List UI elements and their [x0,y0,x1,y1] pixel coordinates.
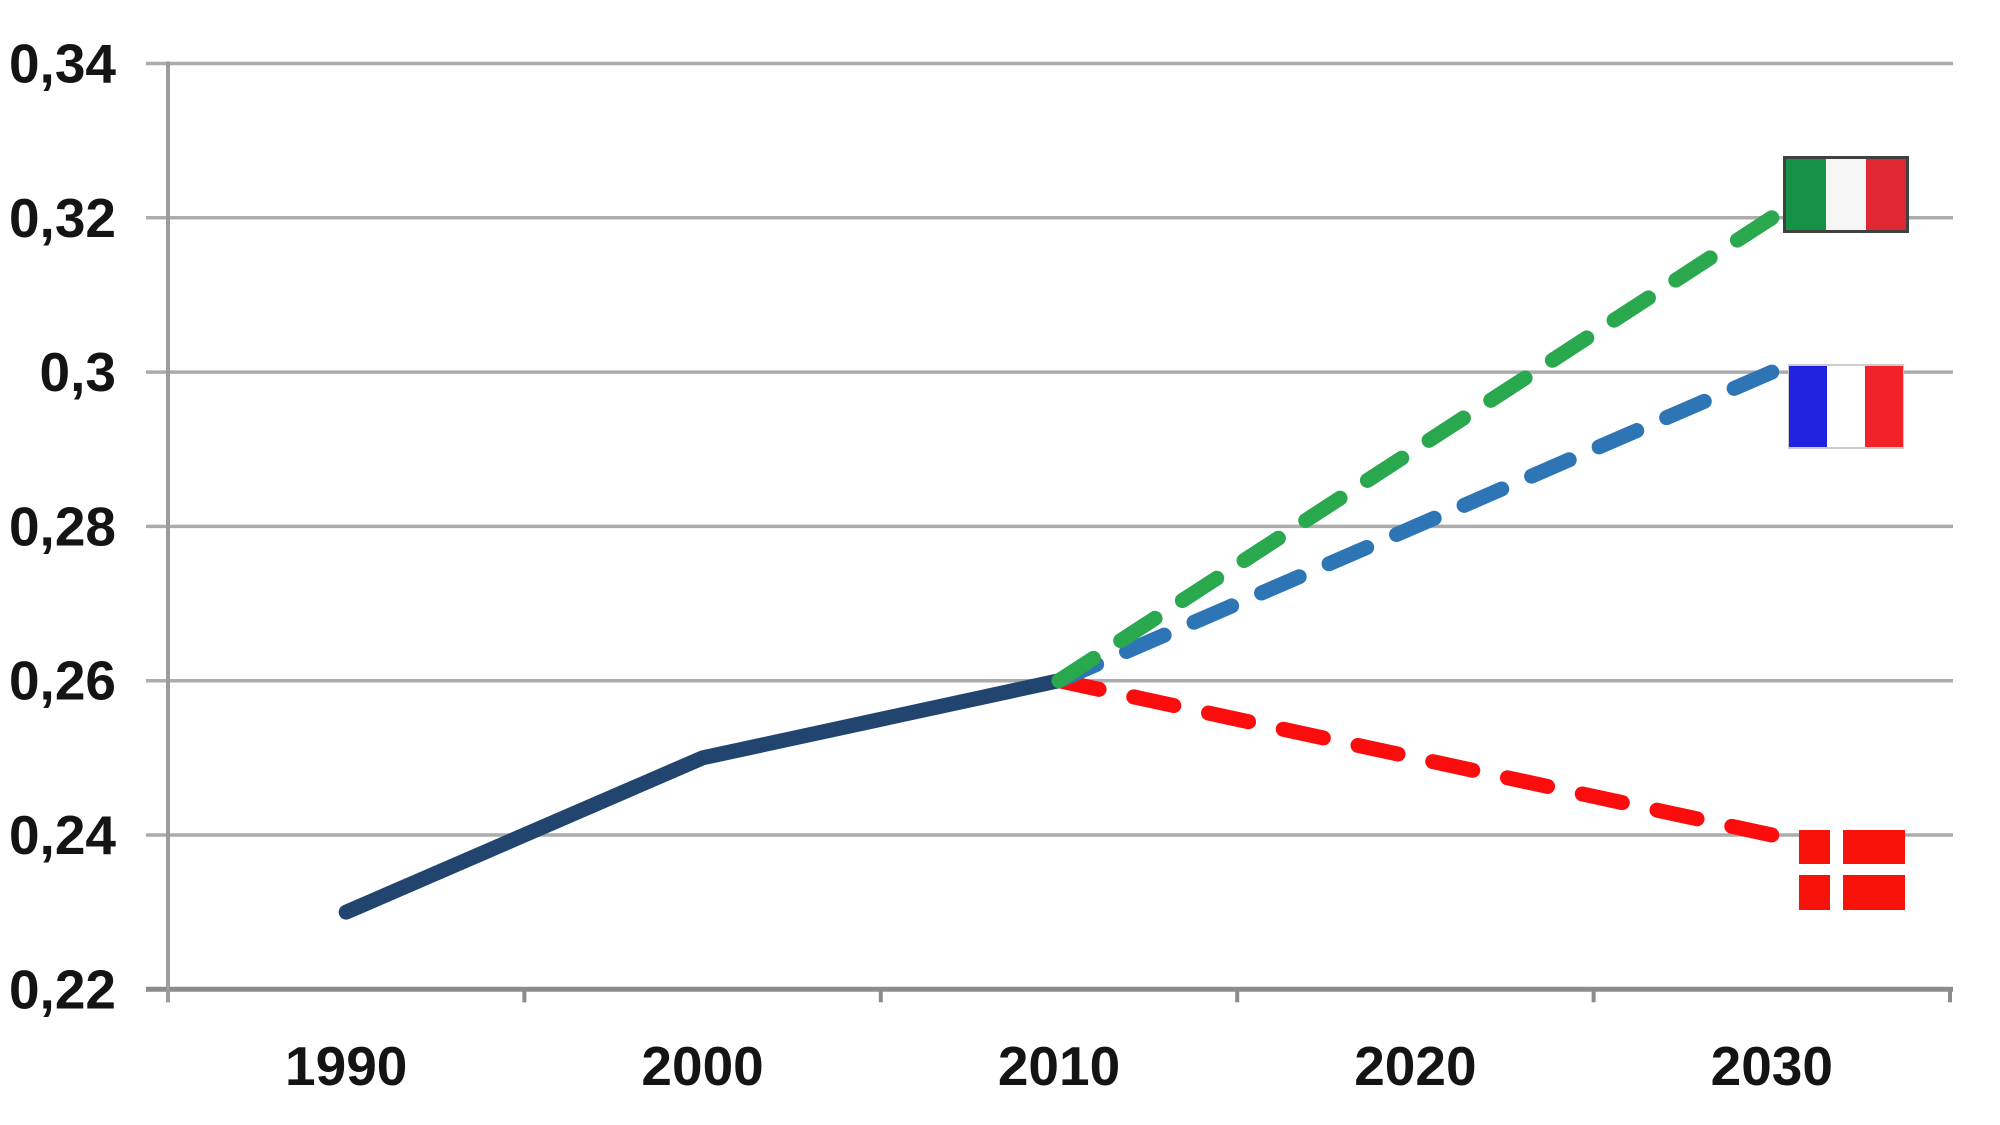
x-axis: 1990 2000 2010 2020 2030 [285,989,1952,1097]
flag-france-left-stripe [1789,366,1827,447]
flag-denmark-cross-horizontal [1799,864,1905,875]
y-tick-label-0,34: 0,34 [9,33,116,95]
flag-france-right-stripe [1865,366,1903,447]
flag-italy [1783,156,1909,233]
y-tick-label-0,22: 0,22 [9,958,116,1020]
y-tick-label-0,24: 0,24 [9,804,116,866]
y-tick-label-0,32: 0,32 [9,187,116,249]
x-tick-label-1990: 1990 [285,1035,407,1097]
y-tick-label-0,26: 0,26 [9,650,116,712]
flag-italy-right-stripe [1866,159,1906,230]
x-tick-label-2030: 2030 [1711,1035,1833,1097]
series-line-projection-france [1051,364,1780,689]
y-tick-label-0,3: 0,3 [40,341,116,403]
series-line-historical [338,673,1067,920]
series-line-projection-italy [1051,210,1780,689]
series-line-projection-denmark [1051,673,1780,843]
y-tick-label-0,28: 0,28 [9,495,116,557]
flag-italy-middle-stripe [1826,159,1866,230]
flag-italy-left-stripe [1786,159,1826,230]
x-tick-label-2000: 2000 [641,1035,763,1097]
flag-france [1788,364,1904,449]
x-tick-label-2010: 2010 [998,1035,1120,1097]
flag-france-middle-stripe [1827,366,1865,447]
x-tick-label-2020: 2020 [1354,1035,1476,1097]
flag-denmark [1799,830,1905,910]
gridlines: 0,34 0,32 0,3 0,28 0,26 0,24 0,22 [9,33,1953,1020]
